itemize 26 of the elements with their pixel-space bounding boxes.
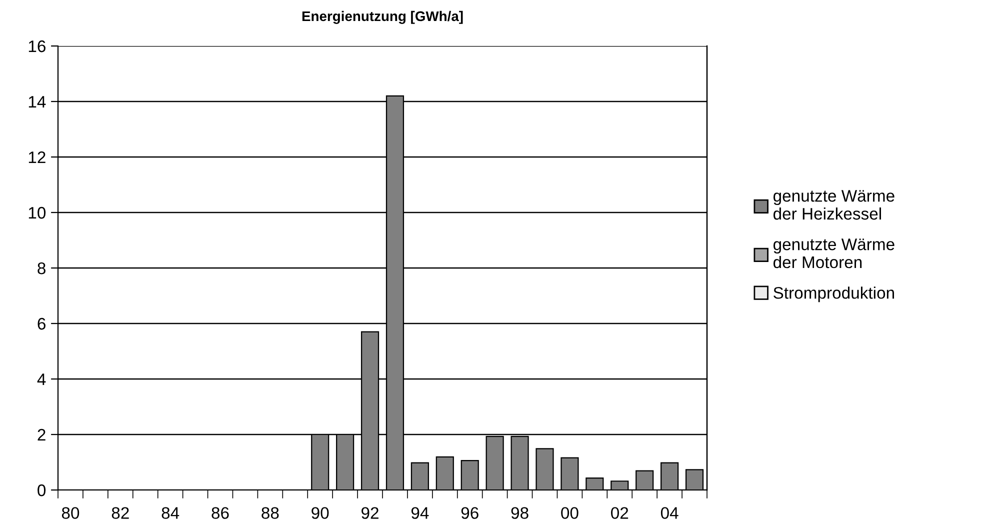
y-tick-label: 2 [38, 428, 46, 441]
y-tick-label: 12 [28, 151, 46, 164]
legend-label: genutzte Wärme der Heizkessel [773, 190, 894, 220]
x-tick-label: 98 [511, 507, 528, 519]
y-tick-label: 6 [38, 318, 46, 330]
x-tick-label: 80 [62, 507, 80, 519]
x-tick-label: 84 [162, 507, 180, 519]
y-tick-label: 14 [28, 96, 46, 108]
x-tick-label: 88 [262, 507, 279, 519]
x-tick-label: 86 [212, 507, 229, 519]
y-tick-label: 10 [28, 206, 46, 219]
y-tick-label: 4 [37, 374, 46, 386]
x-tick-label: 96 [461, 507, 478, 519]
chart-title: Energienutzung [GWh/a] [302, 10, 463, 24]
x-tick-label: 82 [112, 507, 129, 519]
x-tick-label: 04 [660, 507, 678, 519]
legend-label: genutzte Wärme der Motoren [773, 238, 894, 268]
legend-label: Stromproduktion [774, 286, 894, 302]
x-tick-label: 90 [312, 507, 329, 519]
x-tick-label: 92 [362, 507, 378, 519]
y-tick-label: 8 [38, 262, 46, 274]
y-tick-label: 0 [38, 484, 46, 496]
x-tick-label: 02 [611, 507, 628, 519]
x-tick-label: 00 [561, 507, 578, 519]
x-tick-label: 94 [411, 507, 429, 519]
y-tick-label: 16 [28, 40, 46, 52]
